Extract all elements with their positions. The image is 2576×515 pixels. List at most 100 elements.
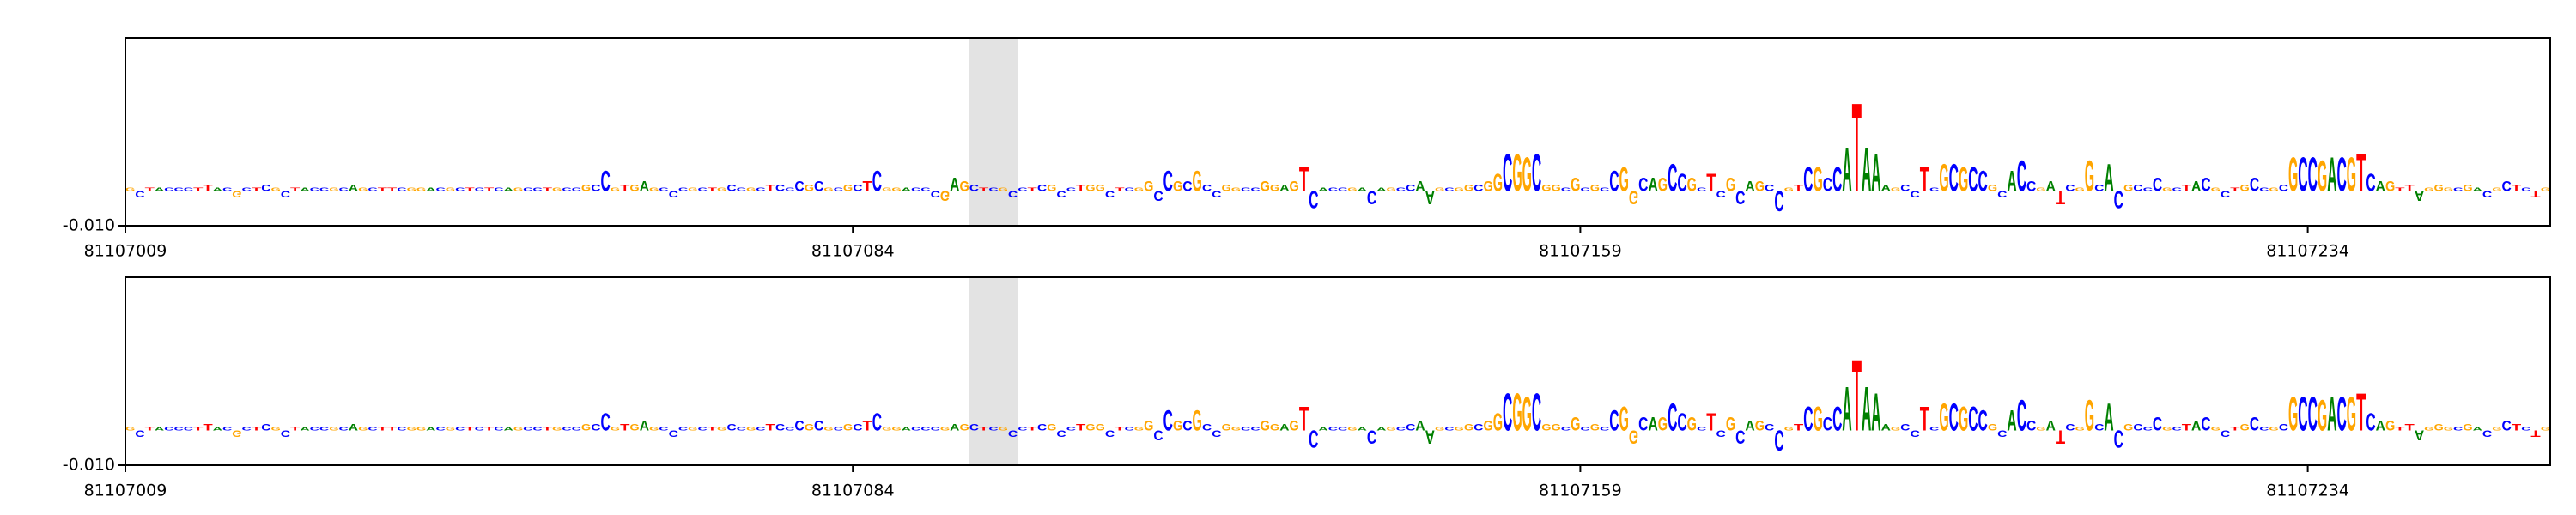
- logo-letter: A: [300, 186, 310, 192]
- logo-letter: G: [1347, 426, 1357, 432]
- logo-letter: C: [494, 426, 504, 432]
- logo-letter: G: [746, 426, 756, 432]
- logo-letter: A: [640, 178, 649, 194]
- logo-letter: G: [649, 186, 659, 192]
- logo-letter: C: [1832, 401, 1842, 438]
- logo-letter: C: [2279, 182, 2288, 193]
- logo-letter: G: [1144, 417, 1153, 433]
- logo-letter: C: [726, 421, 736, 433]
- logo-letter: G: [1455, 186, 1464, 192]
- logo-letter: C: [1978, 165, 1988, 197]
- logo-letter: C: [2143, 426, 2154, 432]
- logo-letter: T: [1076, 421, 1086, 433]
- logo-letter: C: [1008, 189, 1018, 200]
- logo-letter: G: [882, 186, 891, 192]
- logo-letter: G: [805, 182, 814, 193]
- logo-letter: T: [203, 182, 213, 193]
- logo-letter: A: [1279, 182, 1289, 193]
- logo-letter: T: [465, 186, 475, 192]
- logo-letter: C: [2482, 189, 2492, 200]
- logo-letter: G: [2085, 392, 2094, 441]
- logo-letter: C: [455, 186, 465, 192]
- logo-letter: G: [1261, 417, 1270, 433]
- logo-letter: G: [1085, 182, 1095, 193]
- logo-letter: C: [1968, 401, 1978, 438]
- logo-letter: G: [2162, 186, 2172, 192]
- logo-letter: A: [2327, 386, 2336, 441]
- logo-letter: A: [2104, 156, 2113, 200]
- logo-letter: T: [193, 186, 204, 192]
- logo-letter: T: [2356, 142, 2366, 203]
- y-tick-label: -0.010: [63, 456, 115, 475]
- logo-letter: G: [1270, 421, 1279, 433]
- logo-letter: G: [1483, 178, 1492, 194]
- logo-letter: G: [1435, 186, 1444, 192]
- logo-letter: C: [1406, 421, 1415, 433]
- logo-letter: G: [2288, 147, 2298, 202]
- logo-letter: C: [669, 189, 678, 200]
- logo-letter: T: [193, 426, 204, 432]
- logo-letter: C: [1580, 186, 1590, 192]
- logo-letter: C: [2453, 426, 2464, 432]
- logo-letter: G: [1522, 386, 1532, 441]
- logo-letter: G: [1784, 426, 1794, 432]
- logo-letter: A: [504, 426, 514, 432]
- logo-letter: C: [1716, 189, 1726, 200]
- logo-letter: G: [1552, 421, 1561, 433]
- logo-letter: A: [1648, 414, 1657, 435]
- logo-letter: A: [2415, 427, 2424, 443]
- x-tick-label: 81107009: [84, 242, 167, 261]
- logo-letter: C: [1328, 186, 1339, 192]
- logo-letter: A: [950, 421, 959, 433]
- logo-letter: C: [1066, 186, 1077, 192]
- logo-letter: G: [2318, 153, 2327, 202]
- logo-letter: G: [1134, 186, 1144, 192]
- logo-letter: C: [1105, 189, 1115, 200]
- logo-letter: G: [1483, 417, 1492, 433]
- highlight-band: [969, 38, 1018, 226]
- logo-letter: G: [2541, 186, 2550, 192]
- logo-letter: A: [504, 186, 514, 192]
- logo-letter: C: [1561, 186, 1571, 192]
- logo-letter: T: [1794, 421, 1804, 433]
- logo-letter: A: [2327, 147, 2336, 202]
- logo-letter: G: [611, 426, 620, 432]
- logo-letter: G: [2288, 386, 2298, 441]
- logo-letter: C: [1212, 428, 1221, 439]
- logo-letter: C: [1561, 426, 1571, 432]
- logo-letter: C: [669, 428, 678, 439]
- logo-letter: C: [1677, 169, 1686, 197]
- logo-letter: G: [999, 426, 1008, 432]
- logo-letter: C: [1037, 421, 1047, 433]
- logo-letter: G: [552, 426, 562, 432]
- logo-letter: G: [1571, 174, 1580, 196]
- logo-letter: G: [1988, 182, 1997, 193]
- logo-letter: C: [2279, 421, 2288, 433]
- logo-letter: G: [125, 426, 135, 432]
- logo-letter: A: [2473, 186, 2483, 192]
- logo-letter: G: [1512, 142, 1522, 203]
- logo-letter: C: [281, 428, 290, 439]
- logo-letter: C: [1309, 185, 1318, 213]
- logo-letter: C: [756, 426, 766, 432]
- logo-letter: C: [853, 421, 862, 433]
- logo-letter: G: [1590, 421, 1600, 433]
- logo-letter: C: [261, 421, 270, 433]
- logo-letter: C: [737, 186, 747, 192]
- logo-letter: C: [853, 182, 862, 193]
- logo-letter: G: [1629, 426, 1638, 447]
- logo-letter: T: [1028, 426, 1038, 432]
- logo-letter: C: [1163, 165, 1173, 197]
- logo-letter: C: [281, 189, 290, 200]
- logo-letter: C: [591, 421, 600, 433]
- logo-letter: A: [2376, 417, 2385, 433]
- logo-letter: C: [678, 426, 689, 432]
- logo-letter: G: [1959, 161, 1968, 198]
- logo-letter: C: [2201, 414, 2210, 435]
- logo-letter: A: [1376, 186, 1387, 192]
- logo-letter: G: [1687, 174, 1697, 196]
- logo-letter: G: [959, 178, 969, 194]
- logo-letter: C: [1929, 186, 1940, 192]
